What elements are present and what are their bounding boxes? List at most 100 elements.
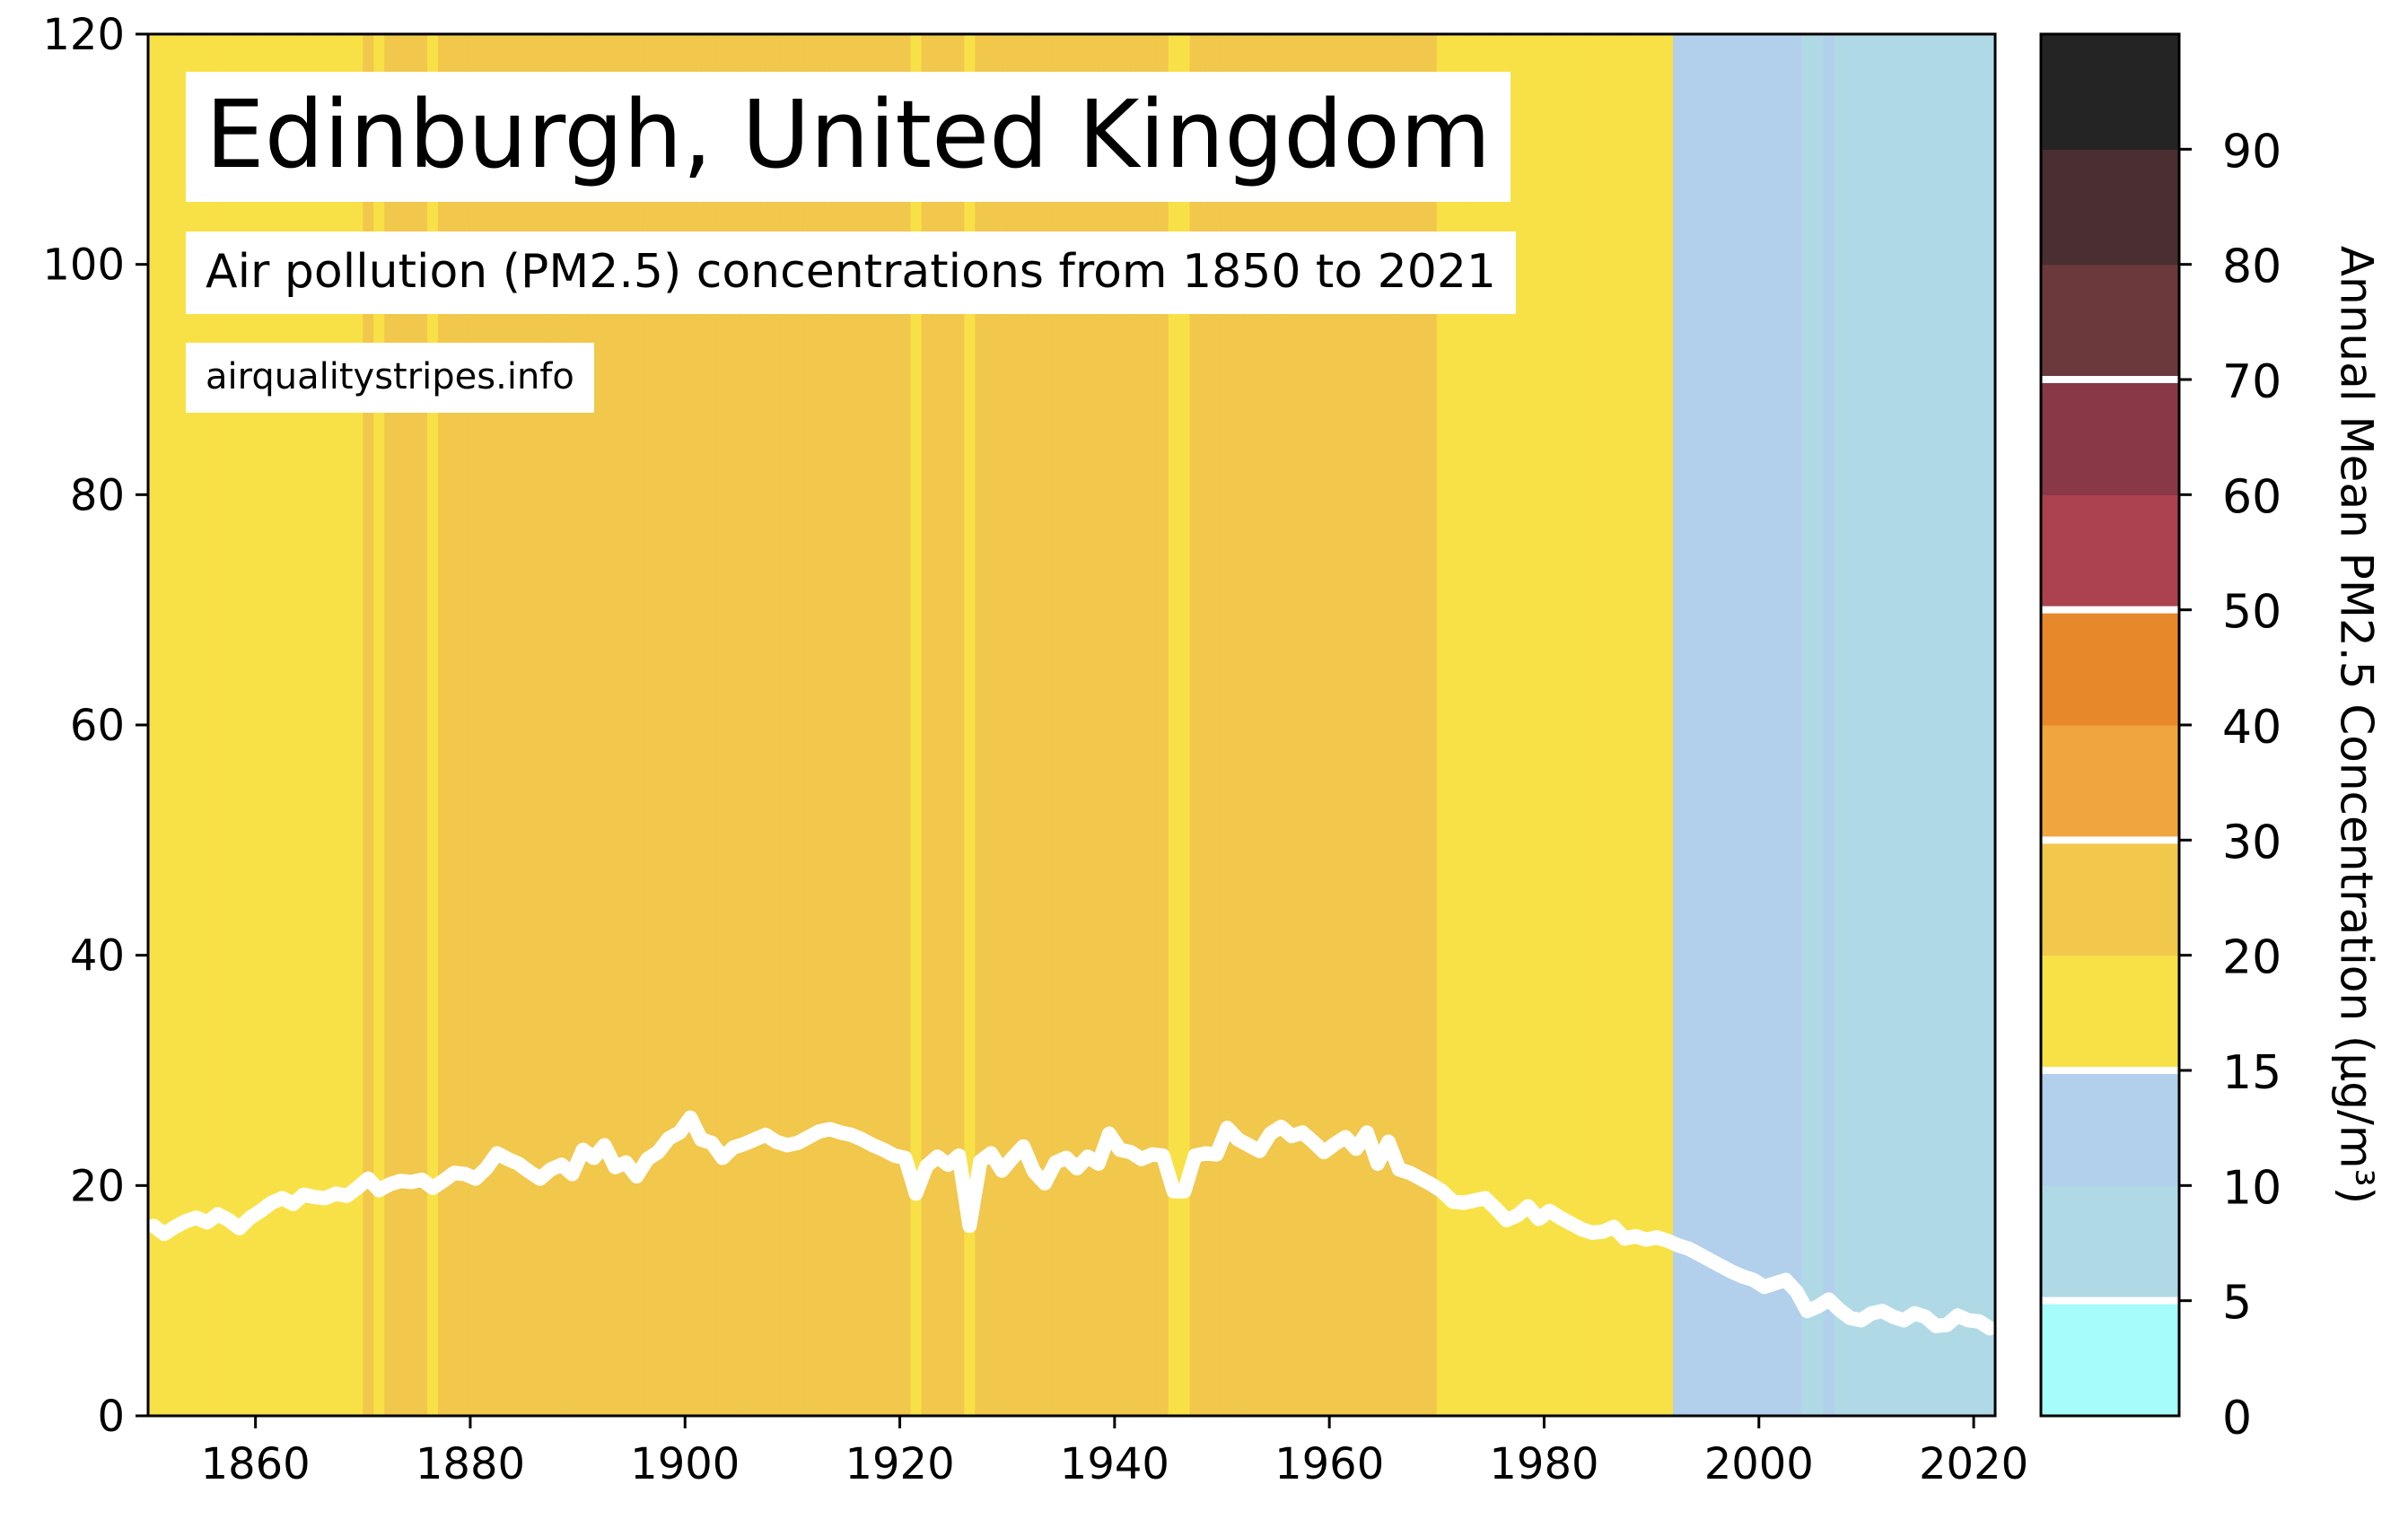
year-stripe (1801, 34, 1814, 1416)
year-stripe (1747, 34, 1760, 1416)
source-link[interactable]: airqualitystripes.info (186, 343, 594, 413)
year-stripe (631, 34, 643, 1416)
y-tick-label: 120 (42, 10, 125, 60)
colorbar-segment (2041, 840, 2179, 956)
year-stripe (1211, 34, 1223, 1416)
x-tick-label: 2020 (1919, 1439, 2028, 1489)
year-stripe (1866, 34, 1878, 1416)
x-axis: 1860 1880 1900 1920 1940 1960 1980 2000 2020 (201, 1416, 2028, 1489)
year-stripe (1200, 34, 1213, 1416)
chart-title: Edinburgh, United Kingdom (186, 72, 1511, 202)
year-stripe (1286, 34, 1298, 1416)
year-stripe (1704, 34, 1717, 1416)
colorbar-tick-label: 15 (2222, 1046, 2281, 1100)
year-stripe (1641, 34, 1652, 1416)
year-stripe (921, 34, 933, 1416)
year-stripe (1479, 34, 1492, 1416)
colorbar-segment (2041, 149, 2179, 266)
year-stripe (1146, 34, 1159, 1416)
colorbar-tick-label: 10 (2222, 1161, 2281, 1215)
year-stripe (1844, 34, 1857, 1416)
year-stripe (985, 34, 997, 1416)
year-stripe (975, 34, 986, 1416)
year-stripe (1984, 34, 1996, 1416)
year-stripe (696, 34, 707, 1416)
year-stripe (1909, 34, 1921, 1416)
year-stripe (1275, 34, 1287, 1416)
year-stripe (1007, 34, 1019, 1416)
year-stripe (1758, 34, 1771, 1416)
year-stripe (878, 34, 890, 1416)
year-stripe (1887, 34, 1899, 1416)
year-stripe (1414, 34, 1427, 1416)
year-stripe (674, 34, 686, 1416)
colorbar: 0 5 10 15 20 30 40 50 60 70 80 90 (2039, 32, 2281, 1445)
year-stripe (1458, 34, 1470, 1416)
year-stripe (1362, 34, 1373, 1416)
x-tick-label: 1980 (1489, 1439, 1598, 1489)
year-stripe (148, 34, 160, 1416)
year-stripe (706, 34, 718, 1416)
colorbar-segment (2041, 494, 2179, 611)
year-stripe (1565, 34, 1577, 1416)
year-stripe (728, 34, 740, 1416)
year-stripe (1382, 34, 1395, 1416)
year-stripe (845, 34, 858, 1416)
colorbar-segment (2041, 609, 2179, 726)
year-stripe (1072, 34, 1083, 1416)
year-stripe (1952, 34, 1964, 1416)
colorbar-segment (2041, 955, 2179, 1071)
year-stripe (739, 34, 750, 1416)
year-stripe (1511, 34, 1524, 1416)
year-stripe (899, 34, 912, 1416)
y-tick-label: 40 (70, 931, 125, 982)
year-stripe (1554, 34, 1566, 1416)
x-tick-label: 2000 (1704, 1439, 1814, 1489)
pm25-series-line (145, 1110, 1998, 1336)
year-stripe (1823, 34, 1835, 1416)
colorbar-label: Annual Mean PM2.5 Concentration (μg/m³) (2331, 246, 2383, 1204)
year-stripe (1812, 34, 1825, 1416)
year-stripe (1329, 34, 1341, 1416)
year-stripe (1898, 34, 1910, 1416)
year-stripe (1447, 34, 1459, 1416)
year-stripe (1029, 34, 1040, 1416)
year-stripe (1265, 34, 1276, 1416)
year-stripe (620, 34, 633, 1416)
year-stripe (1340, 34, 1352, 1416)
year-stripe (964, 34, 976, 1416)
year-stripe (1662, 34, 1674, 1416)
year-stripe (1855, 34, 1868, 1416)
y-axis: 0 20 40 60 80 100 120 (42, 10, 148, 1442)
year-stripe (1726, 34, 1738, 1416)
year-stripe (1974, 34, 1985, 1416)
x-tick-label: 1960 (1274, 1439, 1384, 1489)
year-stripe (1715, 34, 1728, 1416)
x-tick-label: 1880 (416, 1439, 525, 1489)
year-stripe (932, 34, 944, 1416)
year-stripe (835, 34, 847, 1416)
colorbar-segment (2041, 1070, 2179, 1186)
year-stripe (1125, 34, 1137, 1416)
y-tick-label: 80 (70, 470, 125, 520)
year-stripe (867, 34, 880, 1416)
x-tick-label: 1860 (201, 1439, 311, 1489)
colorbar-tick-label: 20 (2222, 931, 2281, 985)
colorbar-segment (2041, 380, 2179, 495)
x-tick-label: 1940 (1060, 1439, 1169, 1489)
year-stripe (802, 34, 815, 1416)
colorbar-tick-label: 5 (2222, 1277, 2252, 1331)
year-stripe (996, 34, 1008, 1416)
y-tick-label: 20 (70, 1161, 125, 1211)
year-stripe (1222, 34, 1234, 1416)
year-stripe (1232, 34, 1245, 1416)
year-stripe (770, 34, 783, 1416)
year-stripe (685, 34, 696, 1416)
colorbar-segment (2041, 34, 2179, 150)
year-stripe (1544, 34, 1556, 1416)
year-stripe (642, 34, 653, 1416)
year-stripe (1243, 34, 1256, 1416)
year-stripe (1050, 34, 1062, 1416)
year-stripe (1135, 34, 1148, 1416)
year-stripe (1018, 34, 1029, 1416)
